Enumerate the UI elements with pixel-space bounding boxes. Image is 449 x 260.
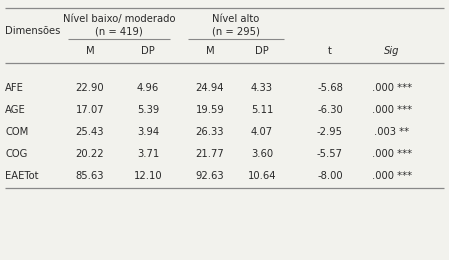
Text: COM: COM xyxy=(5,127,28,137)
Text: 24.94: 24.94 xyxy=(196,83,224,93)
Text: .000 ***: .000 *** xyxy=(372,171,412,181)
Text: Dimensões: Dimensões xyxy=(5,26,60,36)
Text: 12.10: 12.10 xyxy=(134,171,162,181)
Text: AGE: AGE xyxy=(5,105,26,115)
Text: 4.96: 4.96 xyxy=(137,83,159,93)
Text: 4.07: 4.07 xyxy=(251,127,273,137)
Text: 3.60: 3.60 xyxy=(251,149,273,159)
Text: 22.90: 22.90 xyxy=(76,83,104,93)
Text: -8.00: -8.00 xyxy=(317,171,343,181)
Text: M: M xyxy=(86,46,94,56)
Text: -5.57: -5.57 xyxy=(317,149,343,159)
Text: -2.95: -2.95 xyxy=(317,127,343,137)
Text: 20.22: 20.22 xyxy=(76,149,104,159)
Text: 19.59: 19.59 xyxy=(196,105,224,115)
Text: Nível baixo/ moderado: Nível baixo/ moderado xyxy=(63,14,175,24)
Text: 25.43: 25.43 xyxy=(76,127,104,137)
Text: 92.63: 92.63 xyxy=(196,171,224,181)
Text: .000 ***: .000 *** xyxy=(372,83,412,93)
Text: 3.94: 3.94 xyxy=(137,127,159,137)
Text: 3.71: 3.71 xyxy=(137,149,159,159)
Text: Nível alto: Nível alto xyxy=(212,14,260,24)
Text: 21.77: 21.77 xyxy=(196,149,224,159)
Text: DP: DP xyxy=(255,46,269,56)
Text: (n = 295): (n = 295) xyxy=(212,26,260,36)
Text: 26.33: 26.33 xyxy=(196,127,224,137)
Text: M: M xyxy=(206,46,214,56)
Text: (n = 419): (n = 419) xyxy=(95,26,143,36)
Text: t: t xyxy=(328,46,332,56)
Text: 10.64: 10.64 xyxy=(248,171,276,181)
Text: -5.68: -5.68 xyxy=(317,83,343,93)
Text: 5.39: 5.39 xyxy=(137,105,159,115)
Text: .000 ***: .000 *** xyxy=(372,105,412,115)
Text: 4.33: 4.33 xyxy=(251,83,273,93)
Text: 5.11: 5.11 xyxy=(251,105,273,115)
Text: AFE: AFE xyxy=(5,83,24,93)
Text: -6.30: -6.30 xyxy=(317,105,343,115)
Text: Sig: Sig xyxy=(384,46,400,56)
Text: DP: DP xyxy=(141,46,155,56)
Text: .003 **: .003 ** xyxy=(374,127,409,137)
Text: COG: COG xyxy=(5,149,27,159)
Text: 85.63: 85.63 xyxy=(76,171,104,181)
Text: 17.07: 17.07 xyxy=(76,105,104,115)
Text: .000 ***: .000 *** xyxy=(372,149,412,159)
Text: EAETot: EAETot xyxy=(5,171,39,181)
